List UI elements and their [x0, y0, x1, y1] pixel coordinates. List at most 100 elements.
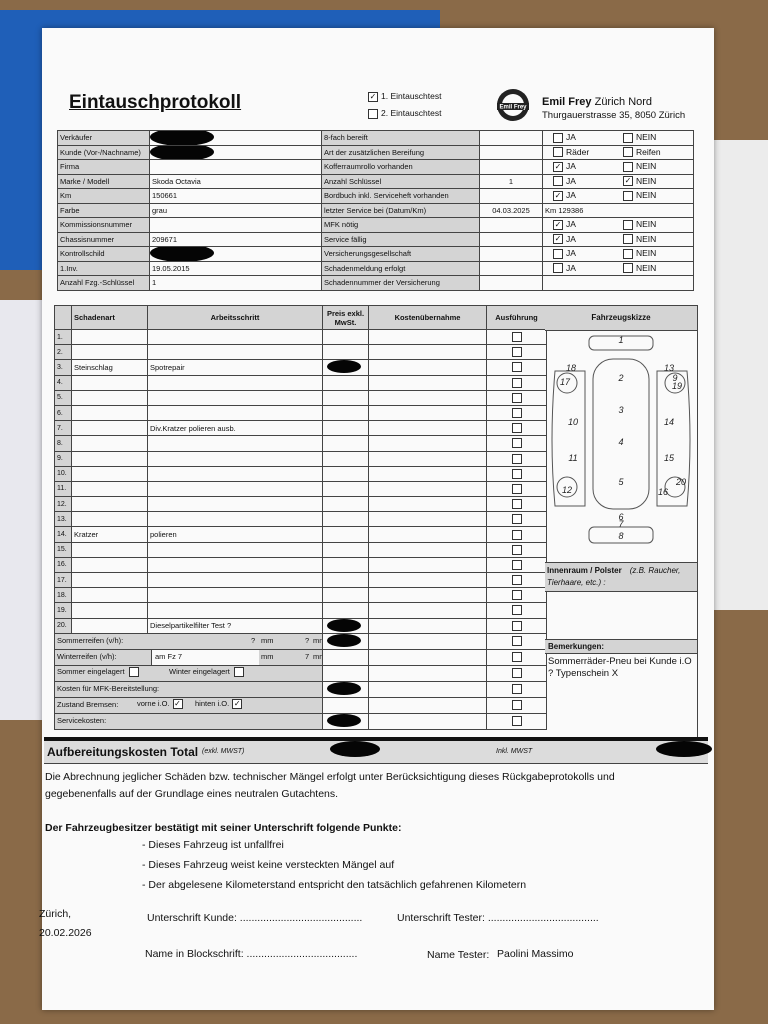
option-label: JA [566, 161, 576, 171]
sketch-title: Fahrzeugskizze [545, 306, 697, 331]
tire-rear: ? [305, 635, 310, 645]
price [322, 696, 369, 714]
price [322, 617, 369, 634]
interior: Innenraum / Polster (z.B. Raucher, Tierha… [545, 562, 697, 592]
checkbox [511, 392, 522, 403]
sketch-mark: 15 [664, 453, 675, 463]
field-label: Firma [57, 159, 150, 175]
item-label: Bordbuch inkl. Serviceheft vorhanden [321, 188, 480, 204]
price [322, 465, 369, 482]
company-name: Emil Frey [542, 96, 592, 108]
field-value: Skoda Octavia [149, 173, 322, 189]
checkbox [128, 666, 139, 677]
option: NEIN [623, 263, 656, 274]
car-front [588, 335, 654, 351]
execution [486, 480, 547, 498]
execution [486, 465, 547, 482]
option-label: JA [566, 248, 576, 258]
execution [486, 587, 547, 604]
checkbox [511, 700, 522, 711]
damage-type [71, 541, 148, 558]
storage: Sommer eingelagert Winter eingelagert [54, 664, 547, 682]
vehicle-row: Marke / Modell Skoda Octavia Anzahl Schlüs… [57, 173, 694, 189]
execution [486, 664, 547, 682]
damage-type [71, 496, 148, 513]
remarks-text: Sommerräder-Pneu bei Kunde i.O ? Typensc… [548, 656, 692, 679]
checkbox [233, 666, 244, 677]
block-name: Name in Blockschrift: ..................… [145, 948, 358, 960]
checkbox [553, 248, 563, 259]
price [322, 680, 369, 698]
remarks-label: Bemerkungen: [545, 640, 697, 654]
redaction [150, 247, 214, 261]
checkbox [511, 332, 522, 343]
options: ✓ JA NEIN [542, 217, 694, 233]
checkbox: ✓ [172, 698, 183, 709]
cost-coverage [368, 680, 487, 698]
cost-coverage [368, 465, 487, 482]
work-step [147, 450, 323, 467]
title: Eintauschprotokoll [69, 92, 242, 113]
row-number: 20. [54, 617, 72, 634]
execution [486, 328, 547, 346]
row-number: 17. [54, 571, 72, 589]
storage-label: Sommer eingelagert [57, 666, 125, 676]
confirm-point: - Dieses Fahrzeug ist unfallfrei [142, 839, 284, 851]
sketch-mark: 12 [562, 485, 572, 495]
cost-coverage [368, 556, 487, 574]
service: Servicekosten: [54, 712, 547, 730]
field-value: 150661 [149, 188, 322, 204]
sketch-mark: 5 [618, 477, 624, 487]
wheel [556, 372, 578, 394]
option-label: JA [566, 262, 576, 273]
execution [486, 389, 547, 406]
row-number: 7. [54, 420, 72, 437]
field-value: 209671 [149, 231, 322, 247]
option: JA [553, 263, 576, 274]
item-label: Art der zusätzlichen Bereifung [321, 144, 480, 160]
option-label: NEIN [636, 190, 657, 200]
checkbox: ✓ [553, 234, 563, 245]
confirm-title: Der Fahrzeugbesitzer bestätigt mit seine… [45, 822, 402, 834]
price [322, 587, 369, 604]
checkbox [511, 575, 522, 586]
option: ✓ JA [553, 234, 576, 245]
item-label: Schadenmeldung erfolgt [321, 260, 480, 276]
checkbox [511, 668, 522, 679]
brakes: Zustand Bremsen: vorne i.O. ✓ hinten i.O. ✓ [54, 696, 547, 714]
damage-row: 2. [54, 344, 547, 361]
checkbox [623, 263, 633, 274]
sketch-mark: 18 [566, 363, 576, 373]
option: NEIN [623, 190, 656, 201]
damage-row: 10. [54, 465, 547, 482]
sketch-mark: 17 [560, 377, 571, 387]
work-step [147, 344, 323, 361]
tire-label: Sommerreifen (v/h): [57, 635, 124, 645]
work-step [147, 556, 323, 574]
price [322, 712, 369, 730]
field-label: Chassisnummer [57, 231, 150, 247]
checkbox [623, 161, 633, 172]
tire-unit: mm [313, 651, 322, 661]
price [322, 541, 369, 558]
cost-coverage [368, 541, 487, 558]
checkbox: ✓ [553, 219, 563, 230]
vehicle-row: Farbe grau letzter Service bei (Datum/Km) 0… [57, 202, 694, 218]
storage-option: Sommer eingelagert [57, 667, 142, 677]
total-row: Aufbereitungskosten Total (exkl. MWST) Ink… [44, 737, 712, 764]
damage-row: 19. [54, 602, 547, 619]
service-label: Servicekosten: [57, 715, 107, 725]
checkbox [511, 438, 522, 449]
test-options: ✓ 1. Eintauschtest 2. Eintauschtest [368, 88, 441, 122]
execution [486, 632, 547, 650]
mfk-label: Kosten für MFK-Bereitstellung: [57, 683, 160, 693]
cost-coverage [368, 435, 487, 452]
checkbox [623, 248, 633, 259]
field-label: Kunde (Vor-/Nachname) [57, 144, 150, 160]
vehicle-row: Chassisnummer 209671 Service fällig ✓ JA NEIN [57, 231, 694, 247]
item-label: letzter Service bei (Datum/Km) [321, 202, 480, 218]
header-cell: Ausführung [486, 305, 547, 330]
tire-unit: mm [313, 635, 322, 645]
interior-label: Innenraum / Polster [547, 566, 622, 575]
